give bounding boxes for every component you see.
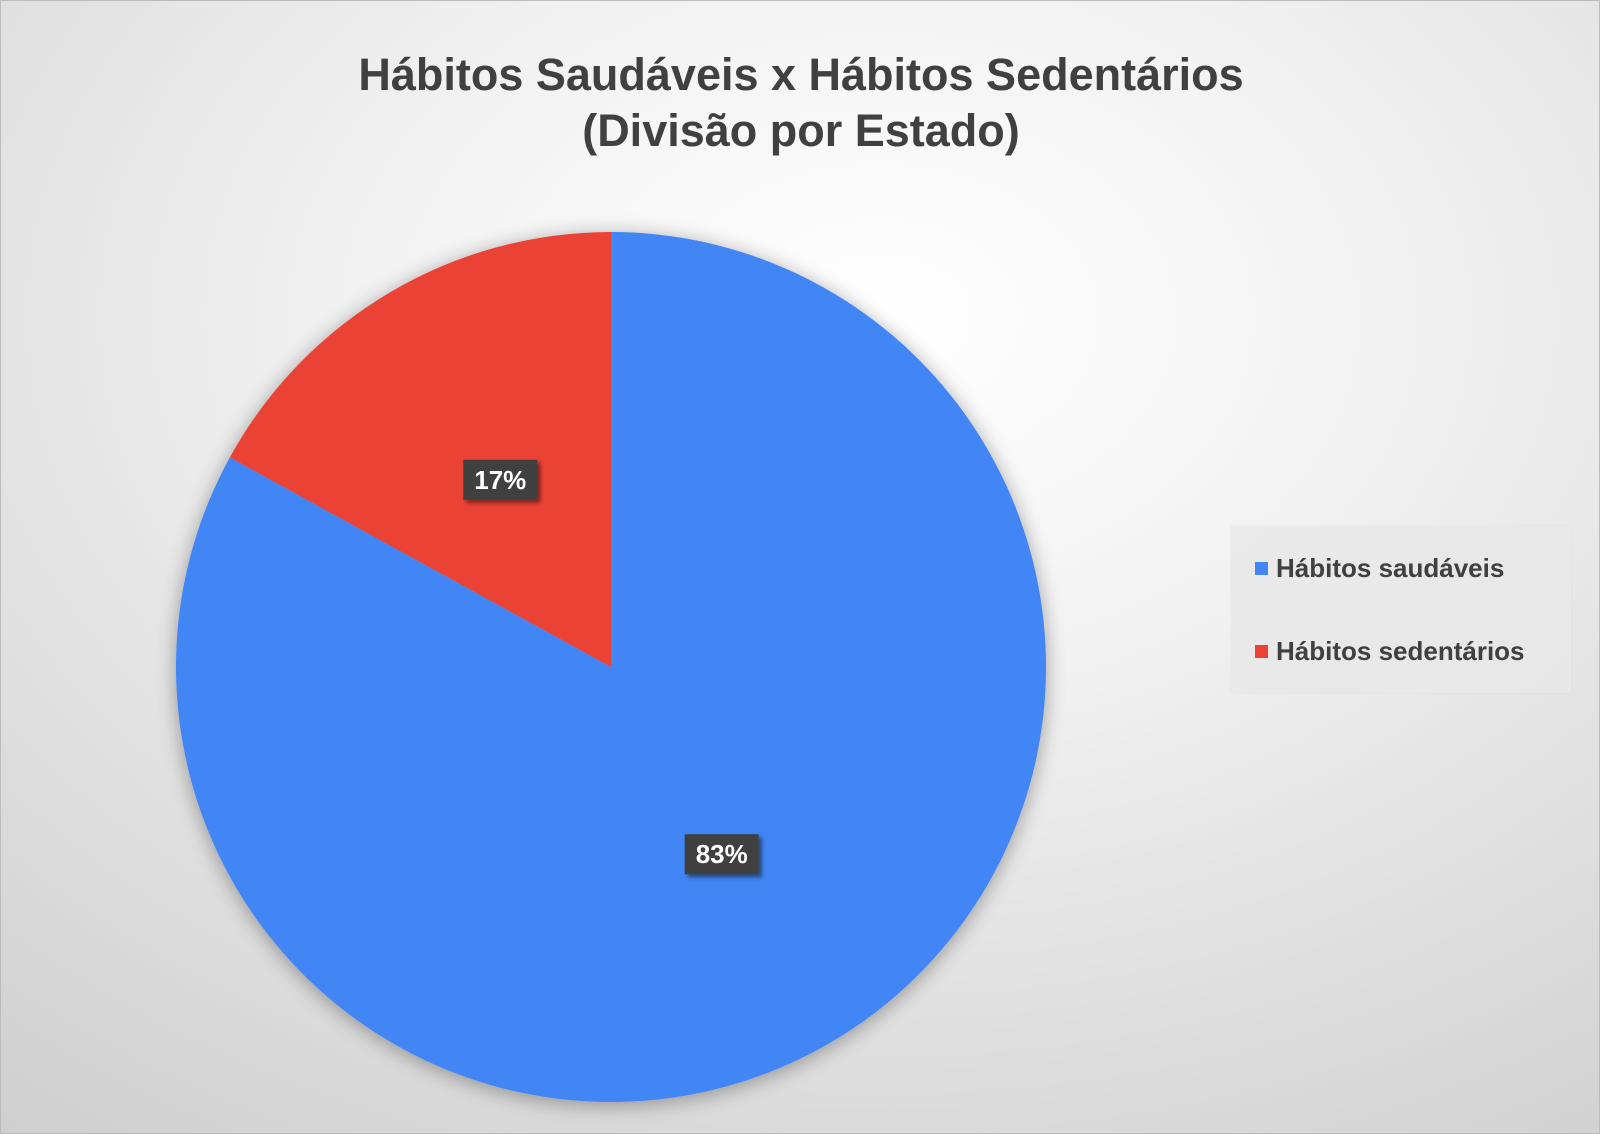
chart-title-line-2: (Divisão por Estado): [582, 105, 1020, 156]
legend-swatch-habitos-saudaveis: [1255, 561, 1268, 575]
slice-habitos-saudaveis: [176, 232, 1047, 1103]
legend-label-habitos-sedentarios: Hábitos sedentários: [1276, 636, 1525, 666]
data-label-habitos-saudaveis-text: 83%: [696, 839, 748, 869]
data-label-habitos-saudaveis-box: [684, 834, 759, 875]
chart-title: Hábitos Saudáveis x Hábitos Sedentários …: [1, 47, 1600, 159]
slice-habitos-sedentarios: [229, 232, 612, 667]
legend: Hábitos saudáveis Hábitos sedentários: [1231, 526, 1571, 693]
legend-item-habitos-sedentarios: Hábitos sedentários: [1255, 635, 1525, 667]
legend-label-habitos-saudaveis: Hábitos saudáveis: [1276, 553, 1505, 583]
data-label-habitos-saudaveis: 83%: [684, 834, 759, 875]
legend-item-habitos-saudaveis: Hábitos saudáveis: [1255, 552, 1504, 584]
legend-swatch-habitos-sedentarios: [1255, 644, 1268, 658]
data-label-habitos-sedentarios: 17%: [463, 459, 538, 500]
data-label-habitos-sedentarios-text: 17%: [474, 465, 526, 495]
chart-title-line-1: Hábitos Saudáveis x Hábitos Sedentários: [358, 49, 1244, 100]
data-label-habitos-sedentarios-box: [463, 459, 538, 500]
